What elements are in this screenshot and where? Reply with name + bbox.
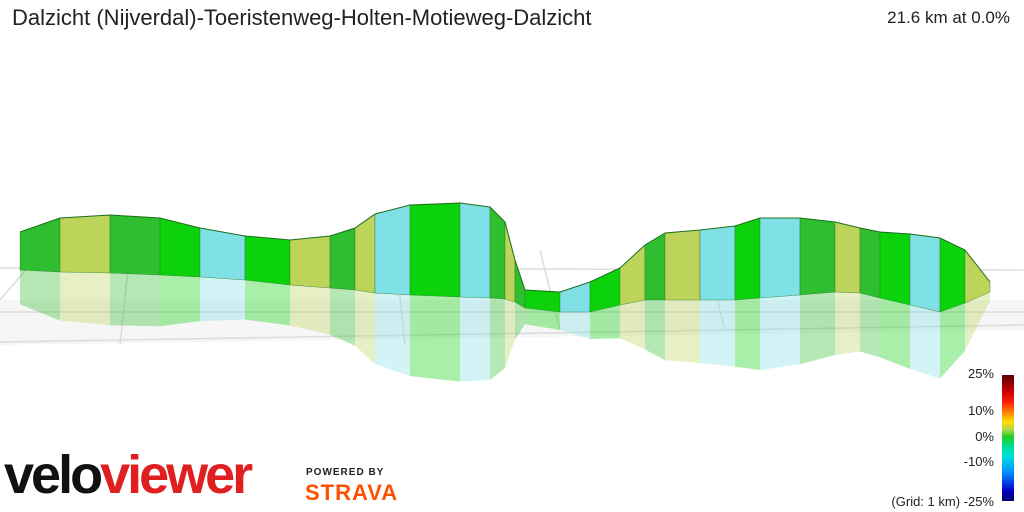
profile-segment <box>19 217 61 273</box>
reflection-segment <box>590 305 620 339</box>
reflection-segment <box>505 299 515 369</box>
legend-label-10: 10% <box>967 403 994 418</box>
reflection-segment <box>940 303 965 379</box>
reflection-segment <box>245 280 290 326</box>
reflection-segment <box>860 293 880 358</box>
profile-segment <box>859 227 881 299</box>
reflection-segment <box>110 273 160 327</box>
reflection-segment <box>525 308 560 330</box>
reflection-segment <box>645 300 665 361</box>
reflection-segment <box>760 295 800 370</box>
legend-label-25: 25% <box>967 366 994 381</box>
reflection-segment <box>355 290 375 365</box>
reflection-segment <box>290 285 330 335</box>
profile-segment <box>329 227 356 291</box>
profile-segment <box>459 202 491 299</box>
reflection-segment <box>60 272 110 326</box>
profile-segment <box>799 217 836 296</box>
route-title: Dalzicht (Nijverdal)-Toeristenweg-Holten… <box>12 5 592 30</box>
profile-segment <box>879 231 911 306</box>
strava-logo[interactable]: STRAVA <box>305 480 399 505</box>
distance-readout: 21.6 km at 0.0% <box>887 8 1010 27</box>
reflection-segment <box>160 275 200 327</box>
legend-label-minus25: (Grid: 1 km) -25% <box>891 494 994 509</box>
reflection-segment <box>490 298 505 380</box>
reflection-segment <box>20 270 60 321</box>
profile-segment <box>244 235 291 286</box>
profile-segment <box>199 227 246 281</box>
reflection-segment <box>330 288 355 346</box>
reflection-segment <box>735 298 760 370</box>
profile-segment <box>619 244 646 306</box>
profile-segment <box>909 233 941 313</box>
profile-segment <box>734 217 761 301</box>
legend-label-0: 0% <box>975 429 994 444</box>
reflection-segment <box>835 292 860 355</box>
elevation-profile-3d[interactable] <box>0 0 1024 440</box>
logo-viewer-text: viewer <box>100 445 253 505</box>
profile-segment <box>699 225 736 301</box>
profile-segment <box>524 289 561 313</box>
logo-velo-text: velo <box>4 445 103 505</box>
profile-reflection <box>20 270 990 382</box>
legend-label-minus10: -10% <box>963 454 994 469</box>
profile-ribbon <box>19 202 991 313</box>
gradient-legend-bar <box>1002 375 1014 501</box>
reflection-segment <box>375 293 410 376</box>
reflection-segment <box>620 300 645 350</box>
reflection-segment <box>665 300 700 363</box>
reflection-segment <box>910 305 940 379</box>
profile-segment <box>289 235 331 289</box>
reflection-segment <box>515 302 525 340</box>
profile-segment <box>504 221 516 303</box>
profile-segment <box>939 237 966 313</box>
reflection-segment <box>700 300 735 367</box>
profile-segment <box>109 214 161 276</box>
reflection-segment <box>800 292 835 365</box>
profile-segment <box>834 221 861 294</box>
reflection-segment <box>410 295 460 382</box>
reflection-segment <box>200 277 245 322</box>
reflection-segment <box>880 298 910 369</box>
profile-segment <box>489 206 506 300</box>
veloviewer-logo[interactable]: veloviewer <box>4 445 253 505</box>
profile-segment <box>759 217 801 299</box>
profile-segment <box>59 214 111 274</box>
reflection-segment <box>460 297 490 382</box>
profile-segment <box>664 229 701 301</box>
reflection-segment <box>965 292 990 351</box>
powered-by-label: POWERED BY <box>306 467 385 478</box>
profile-segment <box>374 204 411 296</box>
reflection-segment <box>560 312 590 339</box>
profile-outline <box>19 202 991 293</box>
profile-segment <box>409 202 461 298</box>
